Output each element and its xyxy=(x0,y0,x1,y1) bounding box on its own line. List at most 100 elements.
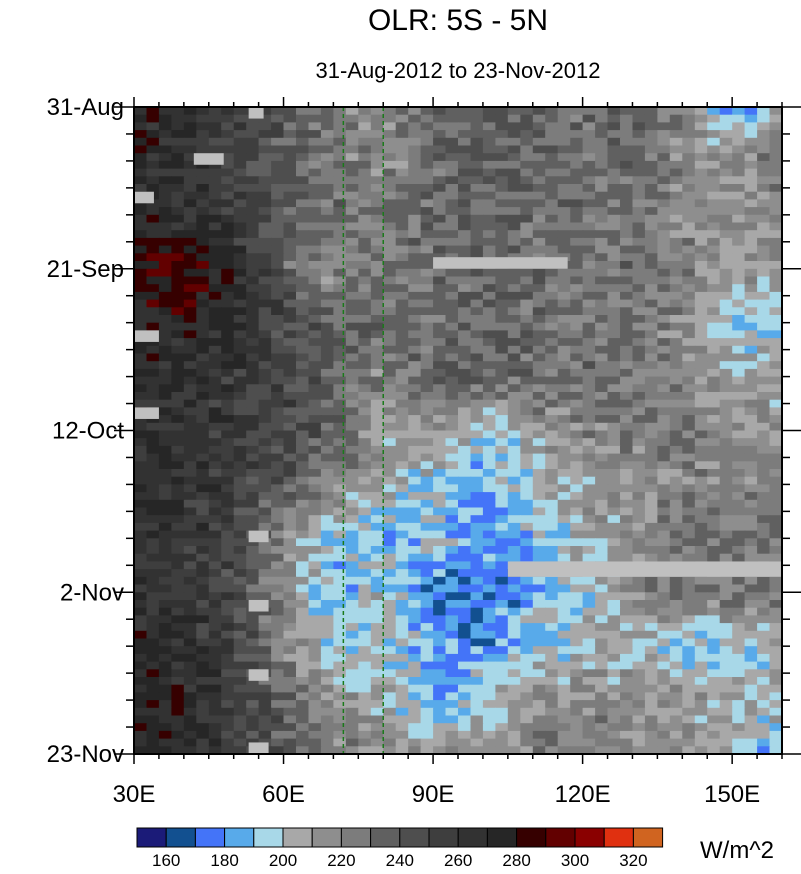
field-cell xyxy=(657,422,671,432)
field-cell xyxy=(134,530,148,539)
field-cell xyxy=(445,291,459,301)
field-cell xyxy=(146,546,160,555)
field-cell xyxy=(632,268,646,278)
field-cell xyxy=(644,353,658,362)
field-cell xyxy=(495,353,509,362)
field-cell xyxy=(570,600,584,609)
field-cell xyxy=(482,399,496,408)
field-cell xyxy=(545,538,559,547)
field-cell xyxy=(358,615,372,624)
field-cell xyxy=(433,630,447,640)
field-cell xyxy=(607,253,621,262)
field-cell xyxy=(520,107,534,116)
field-cell xyxy=(445,707,459,717)
field-cell xyxy=(719,361,733,370)
field-cell xyxy=(520,461,534,470)
field-cell xyxy=(271,576,285,586)
field-cell xyxy=(732,184,746,193)
field-cell xyxy=(694,692,708,701)
field-cell xyxy=(595,584,609,593)
field-cell xyxy=(134,353,148,362)
field-cell xyxy=(682,153,696,162)
field-cell xyxy=(358,576,372,586)
field-cell xyxy=(757,700,771,709)
field-cell xyxy=(370,746,384,755)
field-cell xyxy=(246,661,260,670)
field-cell xyxy=(507,730,521,740)
field-cell xyxy=(395,237,409,247)
field-cell xyxy=(694,315,708,324)
field-cell xyxy=(769,145,783,154)
field-cell xyxy=(682,253,696,262)
field-cell xyxy=(719,630,733,640)
field-cell xyxy=(171,291,185,301)
field-cell xyxy=(632,746,646,755)
field-cell xyxy=(433,268,447,278)
field-cell xyxy=(595,553,609,562)
field-cell xyxy=(320,422,334,432)
field-cell xyxy=(296,315,310,324)
field-cell xyxy=(221,199,235,208)
field-cell xyxy=(408,345,422,355)
field-cell xyxy=(246,692,260,701)
field-cell xyxy=(420,507,434,516)
field-cell xyxy=(595,476,609,485)
field-cell xyxy=(183,653,197,663)
field-cell xyxy=(308,199,322,208)
field-cell xyxy=(308,715,322,724)
field-cell xyxy=(632,415,646,424)
field-cell xyxy=(296,207,310,216)
field-cell xyxy=(757,469,771,478)
field-cell xyxy=(719,114,733,123)
field-cell xyxy=(420,315,434,324)
field-cell xyxy=(620,253,634,262)
field-cell xyxy=(296,669,310,678)
field-cell xyxy=(283,245,297,254)
field-cell xyxy=(296,122,310,131)
field-cell xyxy=(258,415,272,424)
field-cell xyxy=(482,738,496,747)
field-cell xyxy=(183,538,197,547)
field-cell xyxy=(495,746,509,755)
field-cell xyxy=(158,230,172,239)
field-cell xyxy=(258,453,272,462)
field-cell xyxy=(358,153,372,162)
field-cell xyxy=(296,646,310,655)
field-cell xyxy=(507,546,521,555)
field-cell xyxy=(632,261,646,270)
field-cell xyxy=(669,407,683,416)
field-cell xyxy=(296,461,310,470)
field-cell xyxy=(732,707,746,717)
field-cell xyxy=(383,469,397,478)
field-cell xyxy=(732,361,746,370)
field-cell xyxy=(171,723,185,732)
field-cell xyxy=(532,114,546,123)
field-cell xyxy=(657,445,671,455)
field-cell xyxy=(682,399,696,408)
field-cell xyxy=(333,476,347,485)
field-cell xyxy=(632,723,646,732)
field-cell xyxy=(395,453,409,462)
field-cell xyxy=(482,330,496,339)
field-cell xyxy=(383,476,397,485)
field-cell xyxy=(246,322,260,331)
field-cell xyxy=(134,199,148,208)
field-cell xyxy=(682,291,696,301)
field-cell xyxy=(532,484,546,493)
field-cell xyxy=(146,184,160,193)
field-cell xyxy=(134,538,148,547)
field-cell xyxy=(246,646,260,655)
field-cell xyxy=(744,623,758,632)
field-cell xyxy=(183,522,197,532)
field-cell xyxy=(134,507,148,516)
field-cell xyxy=(333,561,347,570)
field-cell xyxy=(358,715,372,724)
field-cell xyxy=(707,207,721,216)
field-cell xyxy=(744,345,758,355)
field-cell xyxy=(607,592,621,601)
field-cell xyxy=(408,684,422,693)
field-cell xyxy=(607,438,621,447)
field-cell xyxy=(258,715,272,724)
y-tick-labels: 31-Aug 21-Sep 12-Oct 2-Nov 23-Nov xyxy=(47,94,125,768)
field-cell xyxy=(345,415,359,424)
